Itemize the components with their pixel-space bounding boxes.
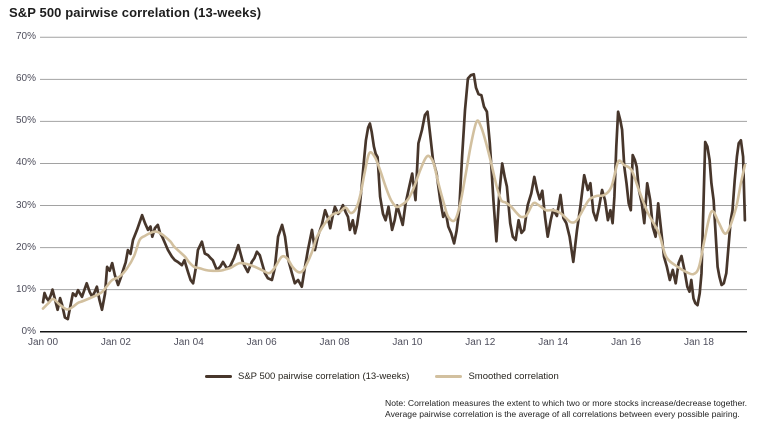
y-tick-label: 0% [21,325,36,337]
footnote-line-1: Note: Correlation measures the extent to… [385,398,748,408]
y-tick-label: 50% [15,115,36,127]
x-tick-label: Jan 08 [319,337,350,348]
y-tick-label: 20% [15,241,36,253]
legend-item-smoothed: Smoothed correlation [435,371,559,382]
x-tick-label: Jan 18 [683,337,714,348]
raw-series-swatch-icon [205,375,232,378]
x-tick-label: Jan 06 [246,337,277,348]
y-tick-label: 30% [15,199,36,211]
chart-title: S&P 500 pairwise correlation (13-weeks) [9,5,262,20]
legend: S&P 500 pairwise correlation (13-weeks) … [205,371,559,382]
y-tick-label: 10% [15,283,36,295]
x-tick-label: Jan 16 [611,337,642,348]
smoothed-series-swatch-icon [435,375,463,378]
x-tick-label: Jan 12 [465,337,496,348]
x-tick-label: Jan 14 [538,337,569,348]
y-tick-label: 70% [15,31,36,43]
raw-correlation-line [41,72,747,321]
legend-label-smoothed: Smoothed correlation [468,371,559,382]
smoothed-correlation-line [41,119,747,311]
footnote: Note: Correlation measures the extent to… [385,398,761,419]
x-tick-label: Jan 10 [392,337,423,348]
footnote-line-2: Average pairwise correlation is the aver… [385,408,740,419]
legend-item-raw: S&P 500 pairwise correlation (13-weeks) [205,371,409,382]
x-tick-label: Jan 02 [100,337,131,348]
legend-label-raw: S&P 500 pairwise correlation (13-weeks) [238,371,410,382]
x-tick-label: Jan 00 [27,337,59,348]
y-tick-label: 40% [15,157,36,169]
x-tick-label: Jan 04 [173,337,204,348]
y-tick-label: 60% [15,73,36,85]
